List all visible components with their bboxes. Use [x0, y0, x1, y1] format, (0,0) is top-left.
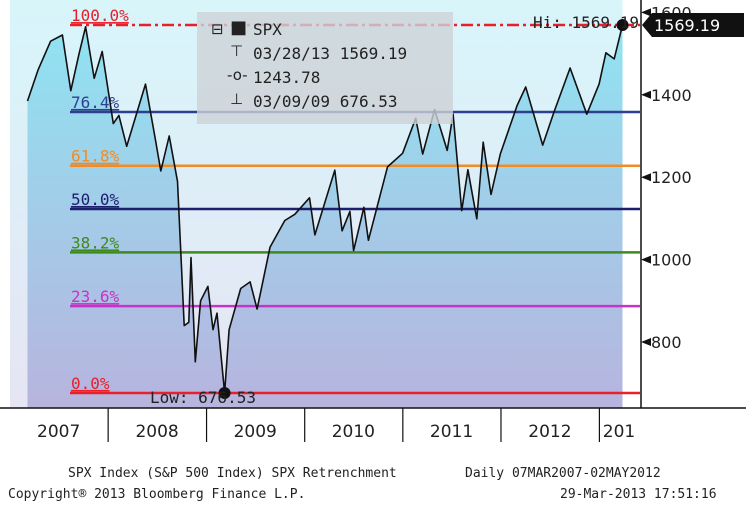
y-tick-label-1400: 1400 — [651, 86, 692, 105]
y-tick-label-1000: 1000 — [651, 251, 692, 270]
x-tick-label-2007: 2007 — [37, 422, 80, 442]
low-marker — [218, 386, 231, 399]
y-tick-label-1200: 1200 — [651, 168, 692, 187]
x-tick-label-2010: 2010 — [332, 422, 375, 442]
x-tick-label-2012: 2012 — [528, 422, 571, 442]
footer-range: Daily 07MAR2007-02MAY2012 — [465, 466, 661, 481]
price-tag — [642, 13, 744, 38]
y-tick-1200 — [641, 173, 651, 182]
legend-low: 03/09/09 676.53 — [253, 92, 398, 111]
fib-label-764: 76.4% — [71, 93, 120, 112]
mid-marker-icon: -o- — [227, 66, 248, 84]
low-label: Low: 676.53 — [150, 388, 256, 407]
footer-copyright: Copyright® 2013 Bloomberg Finance L.P. — [8, 487, 306, 502]
high-label: Hi: 1569.19 — [533, 13, 639, 32]
x-tick-label-2011: 2011 — [430, 422, 473, 442]
fib-label-236: 23.6% — [71, 287, 120, 306]
high-marker-icon: ⊤ — [230, 42, 244, 60]
legend-mid: 1243.78 — [253, 68, 321, 87]
legend-high: 03/28/13 1569.19 — [253, 44, 408, 63]
y-tick-1000 — [641, 255, 651, 264]
legend-series-name: SPX — [253, 20, 282, 39]
fib-label-618: 61.8% — [71, 147, 120, 166]
fib-label-00: 0.0% — [71, 374, 110, 393]
collapse-icon[interactable]: ⊟ — [211, 20, 224, 38]
footer-title: SPX Index (S&P 500 Index) SPX Retrenchme… — [68, 466, 397, 481]
x-tick-label-2009: 2009 — [234, 422, 277, 442]
y-tick-1600 — [641, 8, 651, 17]
high-marker — [616, 19, 629, 32]
price-tag-label: 1569.19 — [654, 16, 720, 35]
footer-timestamp: 29-Mar-2013 17:51:16 — [560, 487, 717, 502]
y-tick-800 — [641, 338, 651, 347]
fib-label-500: 50.0% — [71, 190, 120, 209]
series-line-spx — [26, 24, 624, 394]
x-tick-label-201: 201 — [603, 422, 635, 442]
y-axis-panel — [640, 0, 746, 432]
fib-label-382: 38.2% — [71, 233, 120, 252]
y-tick-label-800: 800 — [651, 333, 682, 352]
series-swatch-icon: ■ — [230, 17, 248, 38]
legend-box: ⊟ ■ SPX ⊤ 03/28/13 1569.19 -o- 1243.78 ⊥… — [197, 12, 453, 124]
y-tick-1400 — [641, 90, 651, 99]
fib-label-1000: 100.0% — [71, 6, 129, 25]
series-area-spx — [27, 25, 623, 408]
x-tick-label-2008: 2008 — [135, 422, 178, 442]
low-marker-icon: ⊥ — [230, 90, 244, 108]
